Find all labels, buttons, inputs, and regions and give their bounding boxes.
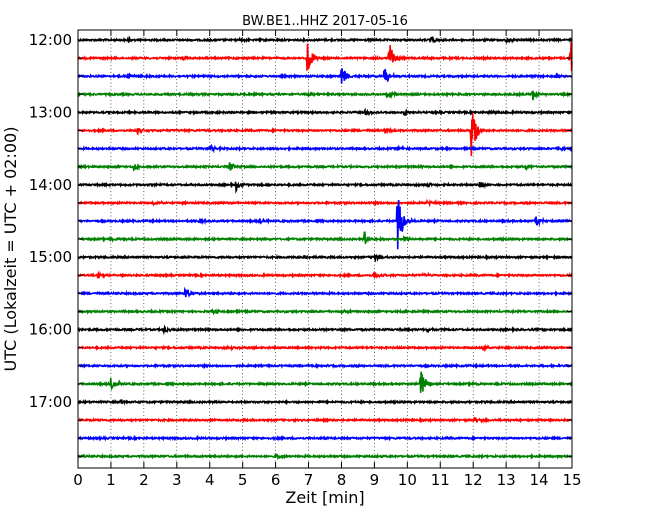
trace-line (77, 452, 573, 461)
trace-line (77, 35, 573, 45)
trace-line (77, 270, 573, 279)
x-tick-label: 13 (497, 471, 516, 489)
y-tick-label: 14:00 (29, 176, 72, 194)
trace-line (77, 434, 573, 442)
trace-line (77, 143, 573, 154)
y-tick-label: 15:00 (29, 248, 72, 266)
y-tick-label: 16:00 (29, 321, 72, 339)
trace-line (77, 253, 573, 263)
trace-line (77, 68, 573, 84)
trace-line (77, 416, 573, 424)
trace-line (77, 286, 573, 298)
y-tick-label: 17:00 (29, 393, 72, 411)
trace-line (77, 371, 573, 393)
x-tick-label: 14 (530, 471, 549, 489)
x-tick-label: 11 (431, 471, 450, 489)
y-tick-label: 13:00 (29, 103, 72, 121)
x-tick-label: 1 (106, 471, 116, 489)
trace-line (77, 113, 573, 156)
trace-line (77, 107, 573, 117)
y-axis-label: UTC (Lokalzeit = UTC + 02:00) (1, 127, 20, 372)
x-tick-label: 3 (172, 471, 182, 489)
x-tick-label: 15 (562, 471, 581, 489)
x-axis-label: Zeit [min] (285, 488, 364, 507)
trace-line (77, 362, 573, 370)
chart-title: BW.BE1..HHZ 2017-05-16 (242, 14, 408, 29)
trace-line (77, 344, 573, 352)
x-tick-label: 10 (398, 471, 417, 489)
x-tick-label: 7 (304, 471, 314, 489)
traces (77, 35, 573, 461)
trace-line (77, 90, 573, 101)
x-tick-label: 5 (238, 471, 248, 489)
trace-line (77, 198, 573, 208)
x-tick-label: 6 (271, 471, 281, 489)
trace-line (77, 324, 573, 336)
x-tick-label: 2 (139, 471, 149, 489)
x-tick-label: 12 (464, 471, 483, 489)
x-tick-label: 0 (73, 471, 83, 489)
plot-frame (77, 29, 573, 469)
trace-line (77, 398, 573, 406)
trace-line (77, 161, 573, 173)
x-tick-label: 9 (370, 471, 380, 489)
axes: 0 1 2 3 4 5 6 7 8 9 10 11 12 13 14 1512:0013:0014:0015:… (29, 30, 582, 489)
trace-line (77, 307, 573, 316)
trace-line (77, 231, 573, 245)
trace-line (77, 199, 573, 250)
y-tick-label: 12:00 (29, 31, 72, 49)
trace-line (77, 181, 573, 194)
x-tick-label: 4 (205, 471, 215, 489)
trace-line (77, 42, 573, 72)
x-tick-label: 8 (337, 471, 347, 489)
